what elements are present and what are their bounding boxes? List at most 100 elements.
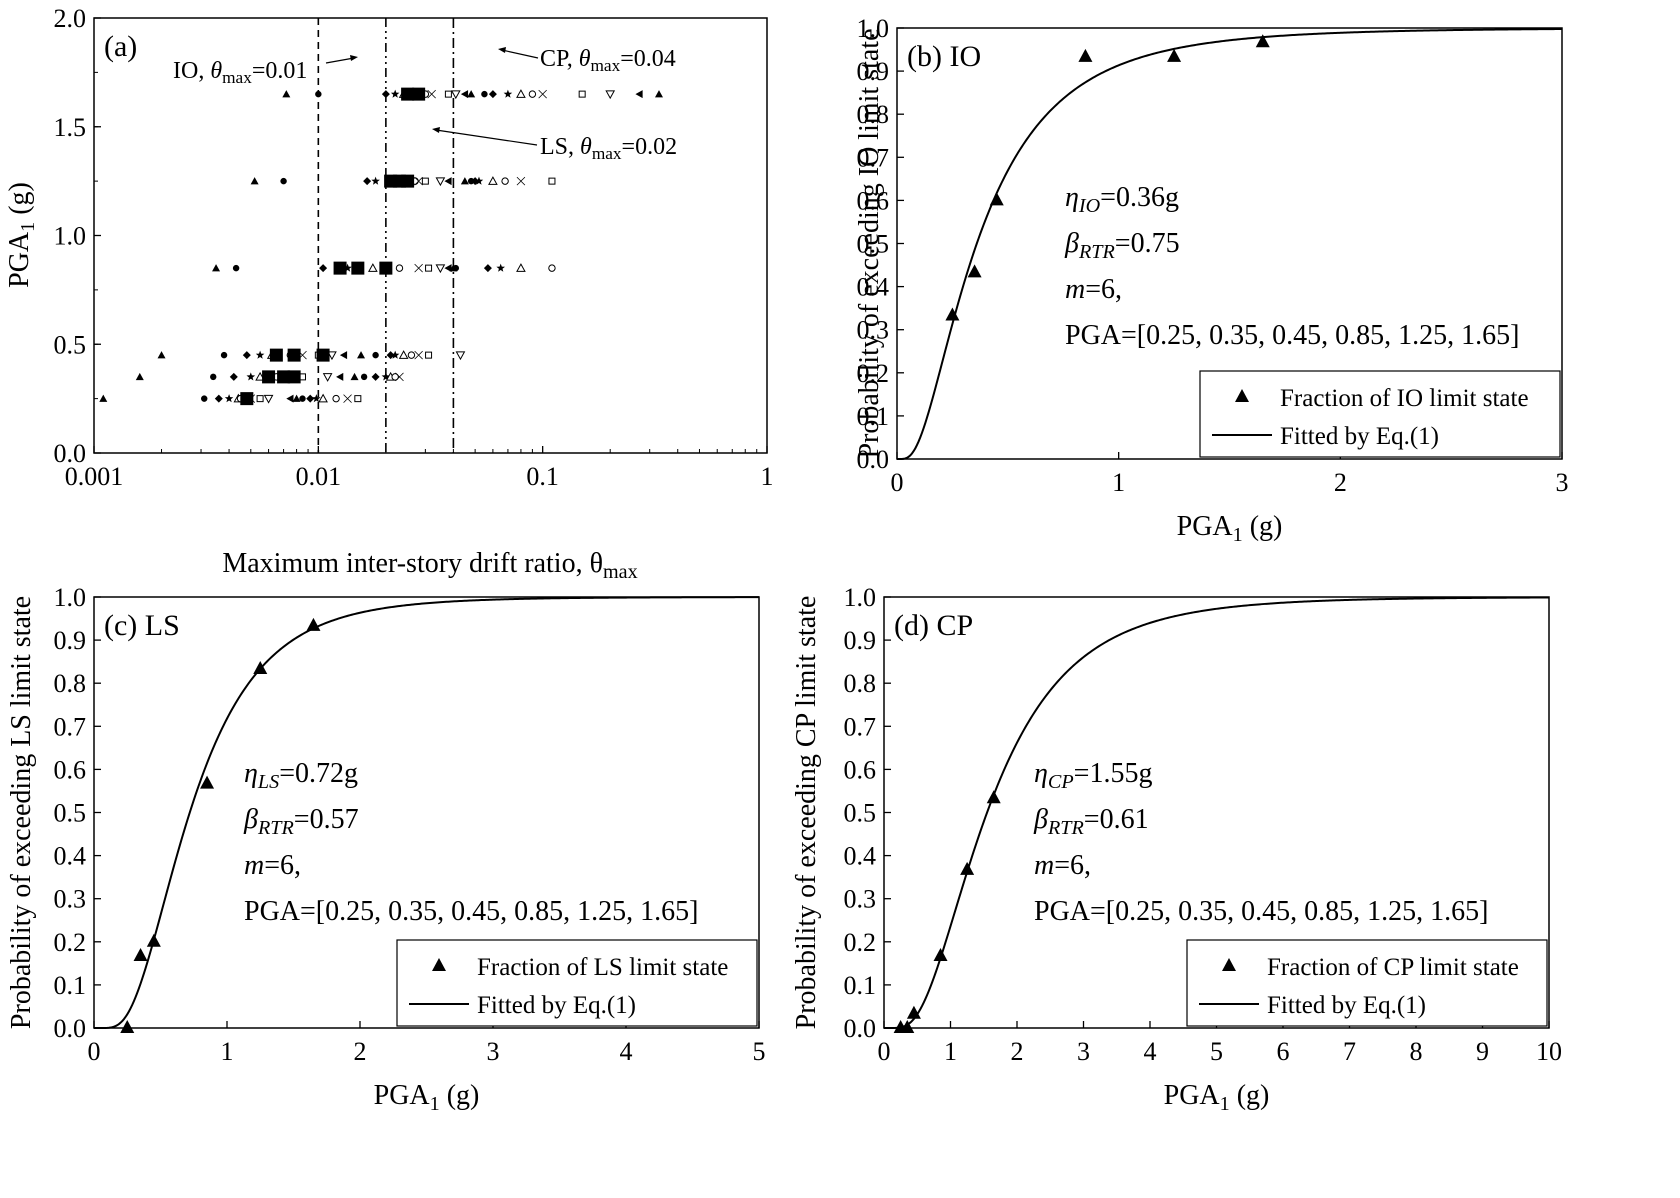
text-span: =0.36g — [1100, 182, 1179, 213]
data-point — [368, 263, 378, 272]
text-span: 0.0 — [54, 439, 87, 468]
text-span: =0.61 — [1084, 804, 1149, 835]
pga-list-text: PGA=[0.25, 0.35, 0.45, 0.85, 1.25, 1.65] — [244, 896, 698, 927]
data-point — [398, 350, 409, 359]
text-span: 2 — [1334, 468, 1347, 497]
y-tick-label: 0.6 — [844, 755, 877, 784]
text-span: (g) — [1230, 1080, 1270, 1111]
text-span: 0.1 — [857, 402, 890, 431]
text-span: PGA=[0.25, 0.35, 0.45, 0.85, 1.25, 1.65] — [1034, 896, 1488, 927]
text-span: RTR — [257, 817, 294, 839]
text-span: 0.0 — [54, 1014, 87, 1043]
y-tick-label: 0.7 — [54, 712, 87, 741]
y-axis-title: Probability of exceeding IO limit state — [854, 28, 885, 458]
median-marker — [277, 370, 291, 384]
y-tick-label: 0.8 — [857, 100, 890, 129]
text-span: PGA — [4, 231, 35, 288]
data-point — [255, 350, 265, 359]
y-tick-label: 0.9 — [844, 626, 877, 655]
y-tick-label: 0.2 — [54, 928, 87, 957]
x-tick-label: 0.001 — [65, 462, 124, 491]
scatter-group — [99, 392, 362, 406]
text-span: 9 — [1476, 1037, 1489, 1066]
median-marker — [316, 348, 330, 362]
text-span: 0 — [891, 468, 904, 497]
data-point — [343, 394, 352, 403]
legend: Fraction of CP limit state Fitted by Eq.(… — [1186, 939, 1548, 1027]
legend-marker — [432, 958, 446, 971]
data-point — [229, 372, 238, 381]
text-span: 0.8 — [844, 669, 877, 698]
data-point — [548, 177, 556, 185]
scatter-group — [212, 261, 556, 275]
text-span: Maximum inter-story drift ratio, θ — [222, 548, 603, 579]
pga-list-text: PGA=[0.25, 0.35, 0.45, 0.85, 1.25, 1.65] — [1065, 320, 1519, 351]
x-axis-title: PGA1 (g) — [374, 1080, 480, 1115]
fraction-point — [906, 1005, 921, 1019]
fitted-curve — [897, 28, 1563, 460]
text-span: 3 — [1077, 1037, 1090, 1066]
data-point — [635, 90, 643, 99]
y-tick-label: 0.5 — [54, 799, 87, 828]
legend-label: Fraction of IO limit state — [1280, 385, 1529, 412]
y-tick-label: 0.8 — [54, 669, 87, 698]
y-tick-label: 0.1 — [844, 971, 877, 1000]
data-point — [390, 350, 400, 359]
data-point — [516, 176, 526, 186]
x-axis-title: PGA1 (g) — [1177, 511, 1283, 546]
panel-label: (b) IO — [907, 40, 981, 73]
data-point — [363, 177, 372, 186]
legend-label: Fitted by Eq.(1) — [1280, 423, 1439, 450]
y-tick-label: 0.6 — [857, 186, 890, 215]
y-tick-label: 0.3 — [857, 316, 890, 345]
text-span: 0.5 — [54, 330, 87, 359]
text-span: 1.0 — [857, 14, 890, 43]
data-point — [503, 89, 513, 98]
data-point — [360, 373, 368, 381]
data-point — [414, 350, 423, 360]
data-point — [201, 395, 208, 402]
data-point — [488, 90, 497, 99]
y-tick-label: 1.0 — [857, 14, 890, 43]
y-tick-label: 0.1 — [54, 971, 87, 1000]
text-span: =6, — [1085, 274, 1122, 305]
x-tick-label: 2 — [354, 1037, 367, 1066]
text-span: 2.0 — [54, 4, 87, 33]
data-point — [501, 177, 509, 185]
annotation-arrow — [501, 49, 539, 59]
annotation-arrow — [435, 129, 538, 146]
x-tick-label: 0 — [88, 1037, 101, 1066]
y-tick-label: 0.0 — [54, 439, 87, 468]
data-point — [654, 90, 663, 98]
legend-label: Fitted by Eq.(1) — [1267, 992, 1426, 1019]
scatter-group — [282, 87, 663, 101]
x-axis-title: PGA1 (g) — [1164, 1080, 1270, 1115]
data-point — [371, 372, 380, 381]
text-span: 4 — [1144, 1037, 1157, 1066]
text-span: 1 — [1112, 468, 1125, 497]
eta-text: ηIO=0.36g — [1065, 182, 1179, 217]
text-span: =0.75 — [1115, 228, 1180, 259]
text-span: 10 — [1536, 1037, 1562, 1066]
text-span: =6, — [264, 850, 301, 881]
text-span: IO — [1078, 195, 1101, 217]
text-span: 3 — [1556, 468, 1569, 497]
y-tick-label: 1.0 — [54, 222, 87, 251]
data-point — [407, 351, 416, 359]
x-tick-label: 1 — [761, 462, 774, 491]
beta-text: βRTR=0.75 — [1064, 228, 1180, 263]
x-tick-label: 8 — [1410, 1037, 1423, 1066]
y-tick-label: 0.0 — [844, 1014, 877, 1043]
y-tick-label: 1.0 — [54, 583, 87, 612]
beta-text: βRTR=0.57 — [243, 804, 359, 839]
text-span: =0.04 — [620, 46, 676, 72]
fraction-point — [306, 617, 321, 631]
data-point — [390, 89, 400, 98]
x-tick-label: 2 — [1011, 1037, 1024, 1066]
text-span: PGA=[0.25, 0.35, 0.45, 0.85, 1.25, 1.65] — [244, 896, 698, 927]
data-point — [460, 90, 469, 99]
data-point — [256, 395, 264, 403]
data-point — [315, 90, 322, 98]
x-tick-label: 5 — [1210, 1037, 1223, 1066]
text-span: β — [243, 804, 258, 835]
